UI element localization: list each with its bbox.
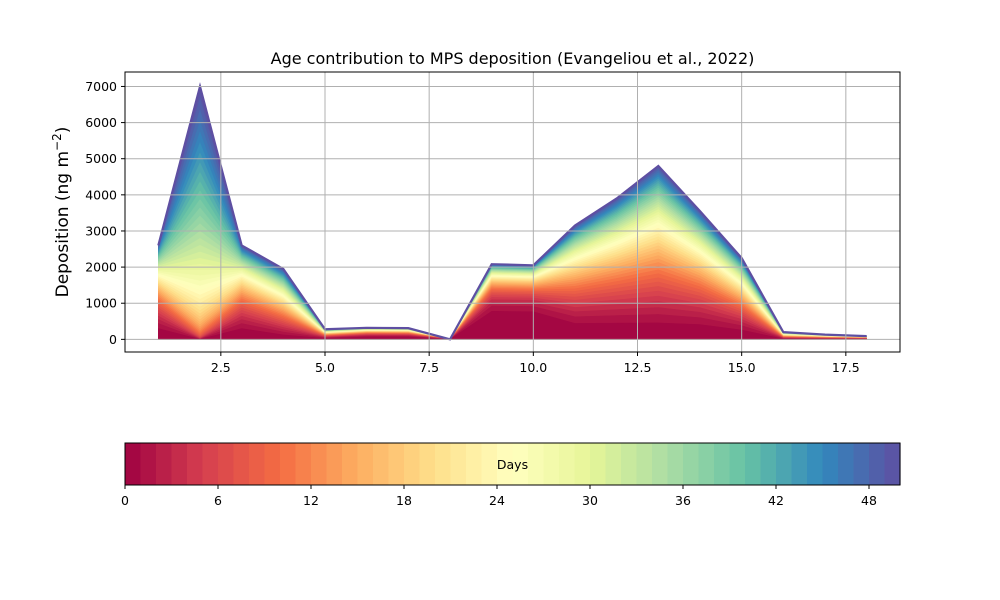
colorbar-segment xyxy=(125,443,142,485)
x-tick-label: 2.5 xyxy=(211,360,231,375)
colorbar-tick-label: 48 xyxy=(861,493,877,508)
colorbar-segment xyxy=(590,443,607,485)
colorbar-segment xyxy=(667,443,684,485)
colorbar-segment xyxy=(559,443,576,485)
colorbar-segment xyxy=(822,443,839,485)
colorbar: 0 6 12 18 24 30 36 42 48 xyxy=(121,442,901,508)
colorbar-segment xyxy=(683,443,700,485)
colorbar-tick-label: 6 xyxy=(214,493,222,508)
colorbar-segment xyxy=(156,443,173,485)
colorbar-tick-label: 42 xyxy=(768,493,784,508)
colorbar-segment xyxy=(295,443,312,485)
colorbar-tick-label: 24 xyxy=(489,493,505,508)
colorbar-tick-label: 0 xyxy=(121,493,129,508)
y-axis-label-superscript: −2 xyxy=(50,133,64,151)
y-tick-label: 5000 xyxy=(85,151,117,166)
chart-title: Age contribution to MPS deposition (Evan… xyxy=(271,49,755,68)
colorbar-frame xyxy=(124,442,901,486)
colorbar-segment xyxy=(218,443,235,485)
colorbar-segment xyxy=(404,443,421,485)
colorbar-tick-label: 12 xyxy=(303,493,319,508)
colorbar-segment xyxy=(543,443,560,485)
colorbar-segment xyxy=(853,443,870,485)
total-deposition-line xyxy=(157,82,867,341)
plot-area: 2.5 5.0 7.5 10.0 12.5 15.0 17.5 0 1000 2000 3000 40… xyxy=(85,71,901,375)
colorbar-segment xyxy=(497,443,514,485)
y-tick-label: 6000 xyxy=(85,115,117,130)
colorbar-segment xyxy=(729,443,746,485)
colorbar-segment xyxy=(450,443,467,485)
age-bands xyxy=(158,85,867,340)
colorbar-segment xyxy=(202,443,219,485)
y-tick-label: 2000 xyxy=(85,260,117,275)
colorbar-tick-label: 30 xyxy=(582,493,598,508)
colorbar-segment xyxy=(264,443,281,485)
colorbar-segment xyxy=(574,443,591,485)
colorbar-segment xyxy=(884,443,901,485)
colorbar-segment xyxy=(621,443,638,485)
colorbar-segment xyxy=(233,443,250,485)
colorbar-segment xyxy=(388,443,405,485)
colorbar-segment xyxy=(838,443,855,485)
colorbar-tick-label: 36 xyxy=(675,493,691,508)
colorbar-label: Days xyxy=(497,457,528,472)
colorbar-segment xyxy=(776,443,793,485)
y-tick-label: 3000 xyxy=(85,223,117,238)
colorbar-segment xyxy=(807,443,824,485)
colorbar-segment xyxy=(512,443,529,485)
colorbar-segment xyxy=(311,443,328,485)
colorbar-segment xyxy=(373,443,390,485)
y-tick-label: 7000 xyxy=(85,79,117,94)
colorbar-segment xyxy=(869,443,886,485)
colorbar-segment xyxy=(714,443,731,485)
y-tick-label: 1000 xyxy=(85,296,117,311)
colorbar-segment xyxy=(140,443,157,485)
y-tick-label: 4000 xyxy=(85,187,117,202)
colorbar-segment xyxy=(636,443,653,485)
y-axis-label-main: Deposition (ng m xyxy=(53,151,73,297)
x-tick-label: 17.5 xyxy=(832,360,860,375)
y-axis-label: Deposition (ng m−2) xyxy=(50,127,73,298)
colorbar-segment xyxy=(528,443,545,485)
colorbar-tick-label: 18 xyxy=(396,493,412,508)
y-axis-label-suffix: ) xyxy=(53,127,73,134)
x-tick-label: 15.0 xyxy=(728,360,756,375)
x-tick-label: 10.0 xyxy=(519,360,547,375)
colorbar-segment xyxy=(745,443,762,485)
axes-frame xyxy=(124,71,901,353)
y-tick-label: 0 xyxy=(109,332,117,347)
colorbar-segment xyxy=(605,443,622,485)
colorbar-segment xyxy=(419,443,436,485)
colorbar-segment xyxy=(326,443,343,485)
x-tick-label: 12.5 xyxy=(624,360,652,375)
colorbar-segment xyxy=(187,443,204,485)
colorbar-segment xyxy=(171,443,188,485)
colorbar-segment xyxy=(481,443,498,485)
colorbar-segment xyxy=(342,443,359,485)
colorbar-segment xyxy=(791,443,808,485)
colorbar-segment xyxy=(652,443,669,485)
x-tick-label: 7.5 xyxy=(419,360,439,375)
colorbar-segment xyxy=(760,443,777,485)
colorbar-segment xyxy=(249,443,266,485)
x-tick-label: 5.0 xyxy=(315,360,335,375)
colorbar-segment xyxy=(280,443,297,485)
colorbar-segment xyxy=(466,443,483,485)
colorbar-segment xyxy=(698,443,715,485)
colorbar-segment xyxy=(435,443,452,485)
grid xyxy=(125,72,900,352)
colorbar-segment xyxy=(357,443,374,485)
